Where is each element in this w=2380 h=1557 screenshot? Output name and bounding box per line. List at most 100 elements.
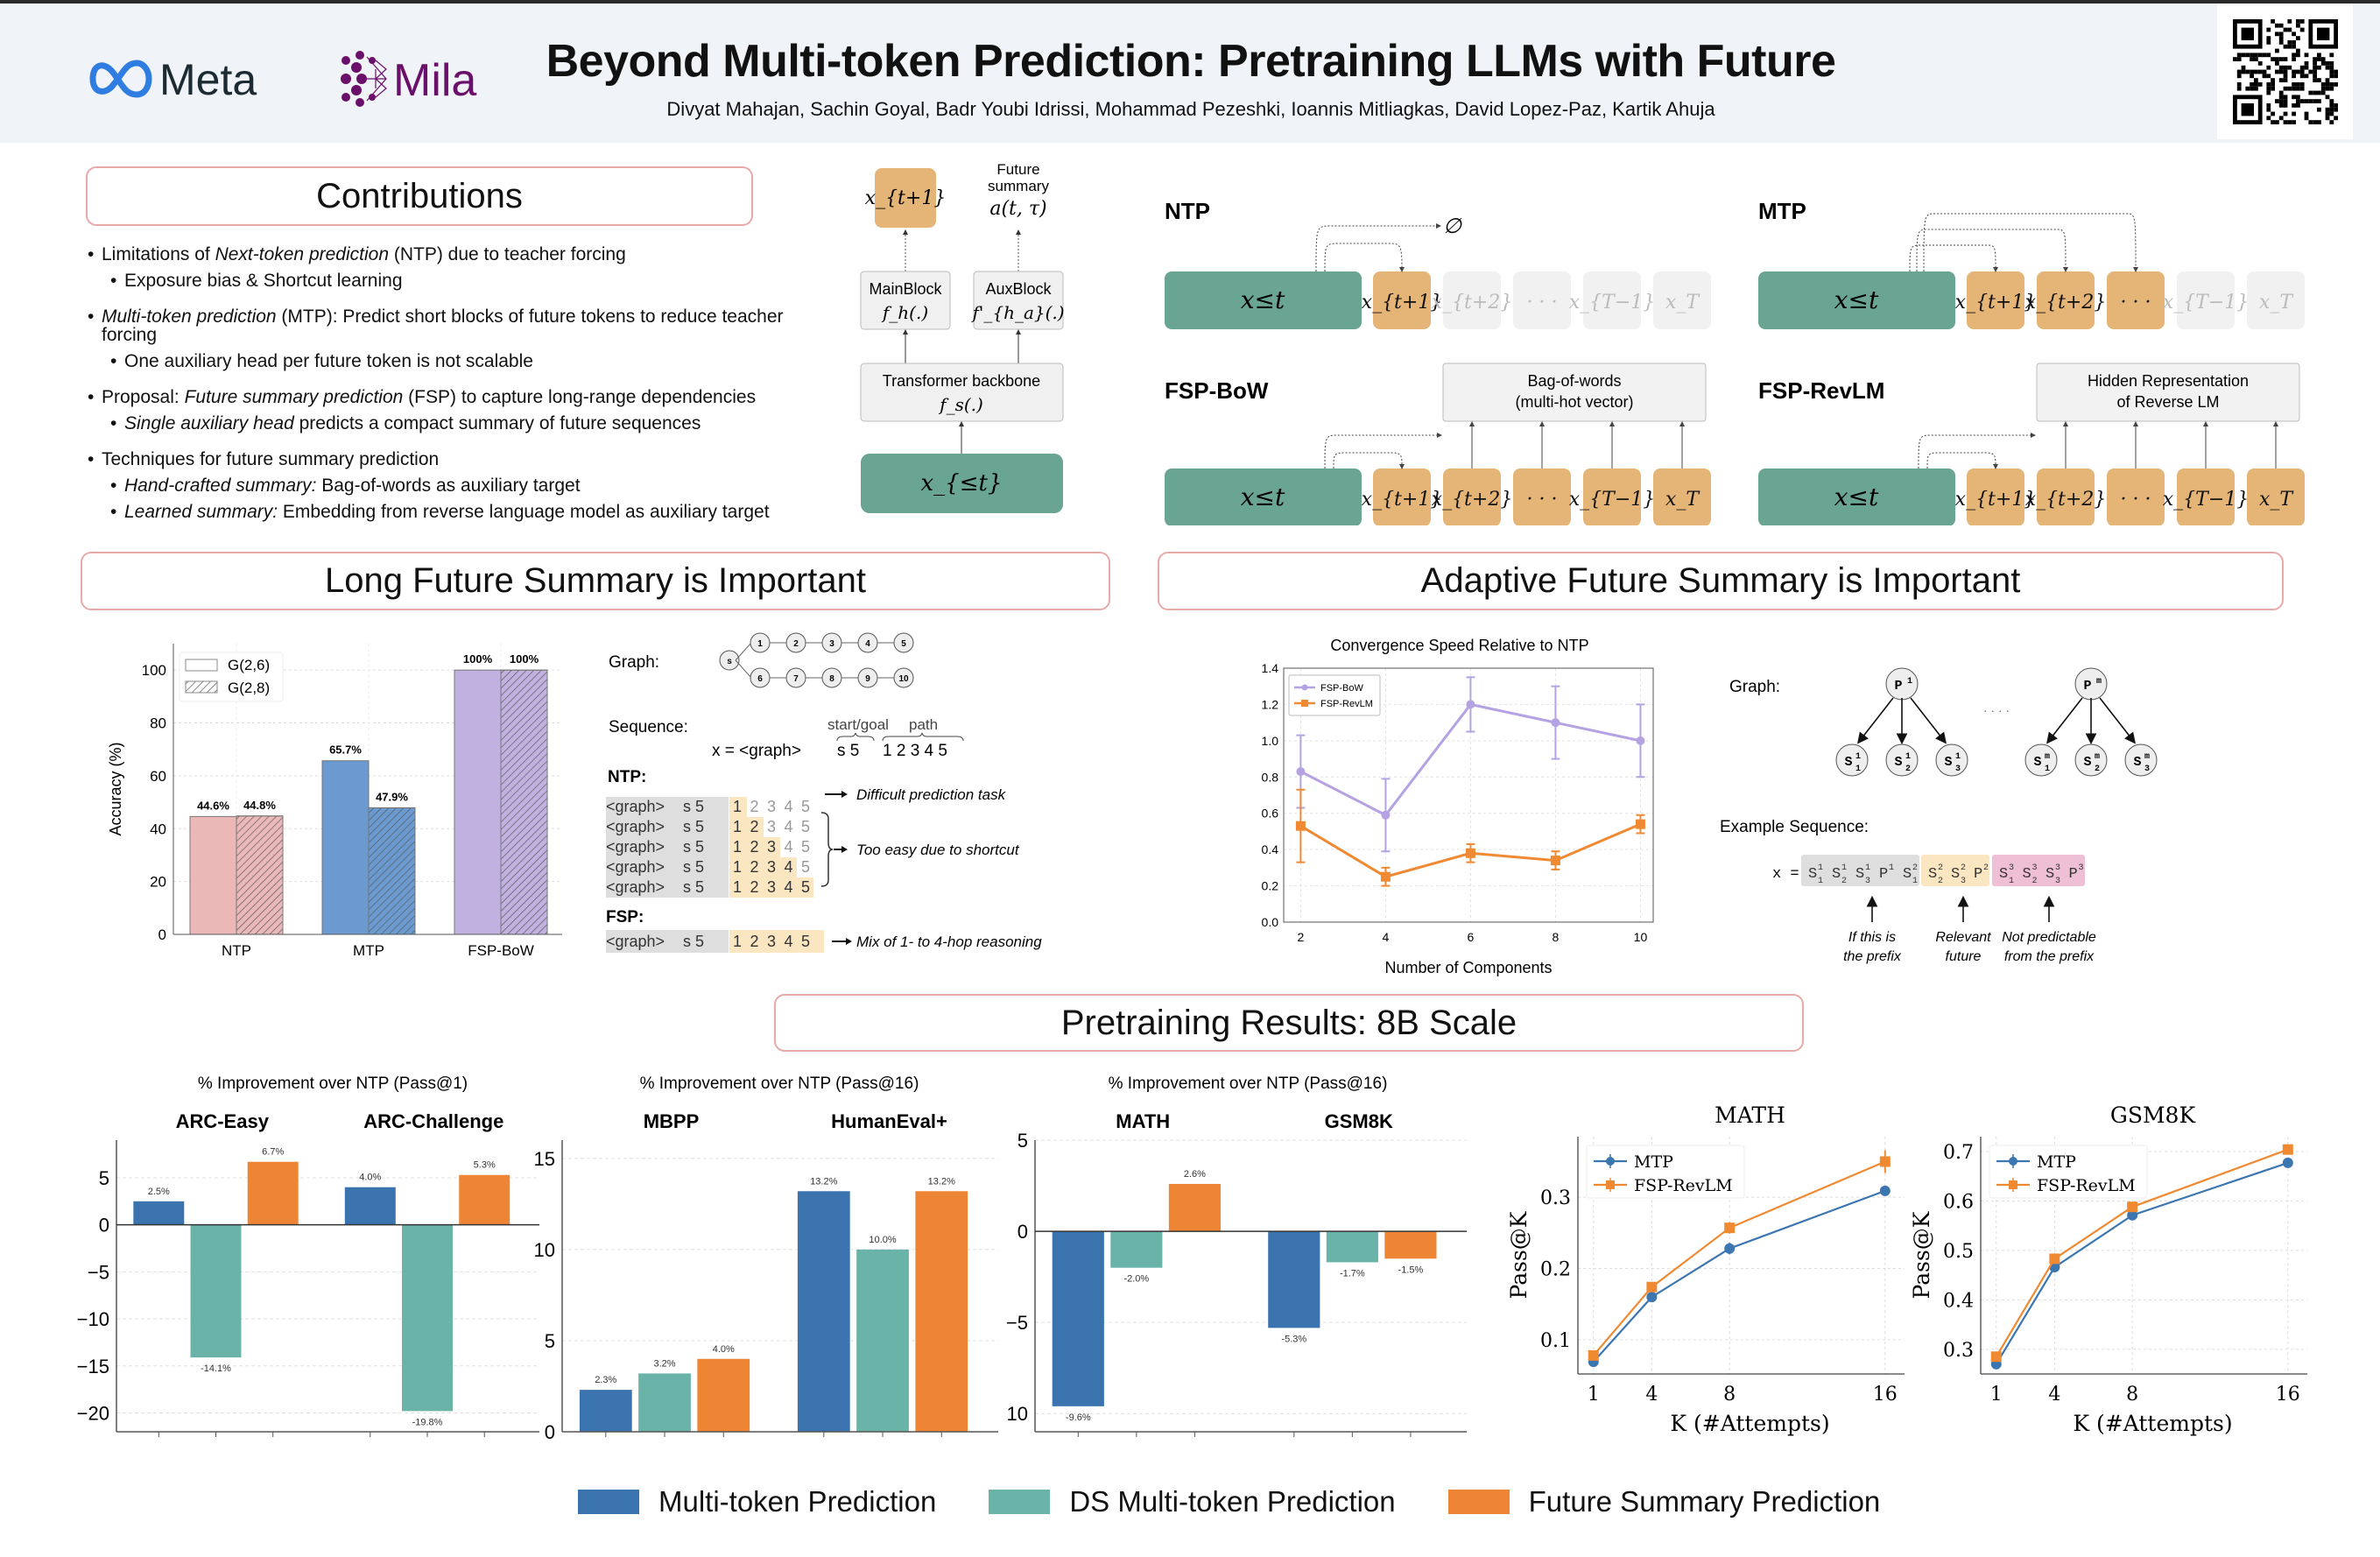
summary-box-label: Hidden Representation bbox=[2088, 372, 2249, 390]
y-axis-label: Accuracy (%) bbox=[107, 742, 124, 835]
graph-node-label: 9 bbox=[865, 674, 870, 684]
bar-value-label: 47.9% bbox=[376, 790, 408, 803]
token-box bbox=[1373, 469, 1431, 526]
contribution-bullet: Hand-crafted summary: Bag-of-words as au… bbox=[88, 476, 841, 495]
y-tick-label: 80 bbox=[150, 715, 166, 732]
fsp-label: FSP: bbox=[606, 908, 644, 926]
bar-value-label: 100% bbox=[510, 652, 539, 666]
y-tick-label: 5 bbox=[1017, 1130, 1028, 1152]
scheme-fsp-revlm: FSP-RevLM x≤t x_{t+1}x_{t+2} · · · x_{T−1} x_… bbox=[1758, 363, 2305, 526]
bullet-text: Bag-of-words as auxiliary target bbox=[316, 476, 581, 496]
y-tick-label: 1.2 bbox=[1262, 697, 1279, 711]
y-axis-label: Pass@K bbox=[1506, 1210, 1532, 1299]
x-tick-label: 8 bbox=[1553, 930, 1560, 944]
series-line bbox=[1592, 1189, 1886, 1363]
graph-node-label: 1 bbox=[757, 639, 763, 649]
output-token-box bbox=[875, 168, 936, 228]
svg-text:P: P bbox=[2083, 679, 2091, 694]
architecture-diagram: x_{t+1} Future summary a(t, τ) MainBlock… bbox=[854, 153, 1081, 521]
summary-box-label: Bag-of-words bbox=[1527, 372, 1621, 390]
data-point bbox=[1380, 871, 1391, 882]
annotation-easy: Too easy due to shortcut bbox=[856, 842, 1020, 858]
row-prefix: <graph> bbox=[606, 878, 665, 896]
svg-text:2: 2 bbox=[1912, 863, 1918, 873]
token-box bbox=[2107, 469, 2165, 526]
row-path-token: 4 bbox=[785, 878, 793, 896]
startgoal-label: start/goal bbox=[827, 716, 889, 733]
row-path-token: 3 bbox=[767, 858, 776, 876]
legend-label: FSP-RevLM bbox=[1320, 699, 1373, 709]
bar-value-label: 13.2% bbox=[928, 1176, 955, 1187]
token-box bbox=[1653, 469, 1711, 526]
svg-text:S: S bbox=[1832, 866, 1841, 883]
chart-title: % Improvement over NTP (Pass@16) bbox=[1109, 1074, 1388, 1093]
row-path-token: 5 bbox=[801, 933, 810, 950]
empty-set-label: ∅ bbox=[1443, 214, 1462, 238]
contribution-bullet: Single auxiliary head predicts a compact… bbox=[88, 414, 841, 433]
x-tick-label: 2 bbox=[1298, 930, 1305, 944]
svg-text:P: P bbox=[1879, 866, 1888, 883]
tree-child-node bbox=[2074, 743, 2108, 777]
data-point bbox=[1636, 736, 1645, 745]
svg-text:2: 2 bbox=[1983, 863, 1989, 873]
x-tick-label: 4 bbox=[1645, 1384, 1658, 1406]
y-tick-label: 1.4 bbox=[1262, 661, 1279, 675]
sequence-label: Sequence: bbox=[609, 718, 688, 736]
group-title: ARC-Easy bbox=[176, 1110, 270, 1132]
sequence-relevant-segment: S 22 S 23 P 2 bbox=[1921, 855, 1989, 886]
bullet-text: One auxiliary head per future token is n… bbox=[124, 351, 533, 371]
main-block-math: f_h(.) bbox=[881, 302, 928, 323]
aux-block-math: f'_{h_a}(.) bbox=[970, 302, 1064, 323]
scheme-label: MTP bbox=[1758, 198, 1806, 224]
x-tick-label: 16 bbox=[1873, 1384, 1898, 1406]
svg-text:3: 3 bbox=[1961, 877, 1966, 886]
bar bbox=[321, 760, 370, 935]
contributions-heading: Contributions bbox=[86, 166, 753, 226]
target-bg bbox=[729, 857, 797, 877]
legend-item-ds-mtp: DS Multi-token Prediction bbox=[989, 1485, 1396, 1518]
row-prefix: <graph> bbox=[606, 838, 665, 856]
legend-item-mtp: Multi-token Prediction bbox=[578, 1485, 936, 1518]
contribution-bullet: Limitations of Next-token prediction (NT… bbox=[88, 245, 841, 264]
y-tick-label: 0.6 bbox=[1262, 807, 1279, 821]
svg-text:P: P bbox=[1974, 866, 1982, 883]
x-tick-label: 8 bbox=[1723, 1384, 1736, 1406]
legend-label: G(2,6) bbox=[228, 657, 270, 673]
annotation-difficult: Difficult prediction task bbox=[856, 786, 1007, 803]
group-title: MATH bbox=[1116, 1110, 1170, 1132]
group-title: HumanEval+ bbox=[831, 1110, 947, 1132]
data-point bbox=[1466, 700, 1475, 709]
y-axis-label: Pass@K bbox=[1909, 1210, 1934, 1299]
svg-text:3: 3 bbox=[2032, 863, 2038, 873]
legend-swatch bbox=[1447, 1490, 1510, 1514]
scheme-label: FSP-RevLM bbox=[1758, 377, 1884, 404]
data-point bbox=[1295, 821, 1306, 831]
legend-label: DS Multi-token Prediction bbox=[1069, 1485, 1396, 1518]
bar-value-label: 44.8% bbox=[243, 799, 276, 812]
token-label: x_{t+1} bbox=[1955, 489, 2037, 511]
y-tick-label: 0.4 bbox=[1262, 842, 1279, 856]
svg-text:1: 1 bbox=[1818, 863, 1823, 873]
data-point bbox=[1465, 848, 1475, 858]
caption-line: the prefix bbox=[1843, 949, 1902, 964]
qr-code-icon[interactable] bbox=[2217, 4, 2353, 139]
data-point bbox=[1879, 1156, 1891, 1167]
svg-text:1: 1 bbox=[1855, 752, 1861, 762]
contribution-bullet: Techniques for future summary prediction bbox=[88, 450, 841, 469]
scheme-ntp: NTP x≤t x_{t+1}x_{t+2} · · · x_{T−1} x_T ∅ bbox=[1165, 198, 1711, 329]
legend-swatch bbox=[185, 680, 218, 694]
series-line bbox=[1995, 1148, 2289, 1357]
svg-text:m: m bbox=[2095, 752, 2100, 762]
row-sg: s 5 bbox=[683, 818, 704, 835]
meta-logo: Meta bbox=[86, 54, 296, 104]
target-bg bbox=[729, 877, 813, 898]
prefix-bg bbox=[606, 797, 729, 817]
prefix-label: x≤t bbox=[1834, 483, 1879, 511]
svg-text:1: 1 bbox=[2009, 877, 2014, 886]
data-point bbox=[2282, 1157, 2293, 1168]
token-box bbox=[1967, 271, 2024, 329]
bar-hatch bbox=[368, 807, 416, 935]
row-path-token: 2 bbox=[750, 858, 759, 876]
bullet-text: (NTP) due to teacher forcing bbox=[389, 244, 626, 264]
bar-value-label: 2.6% bbox=[1184, 1169, 1206, 1180]
